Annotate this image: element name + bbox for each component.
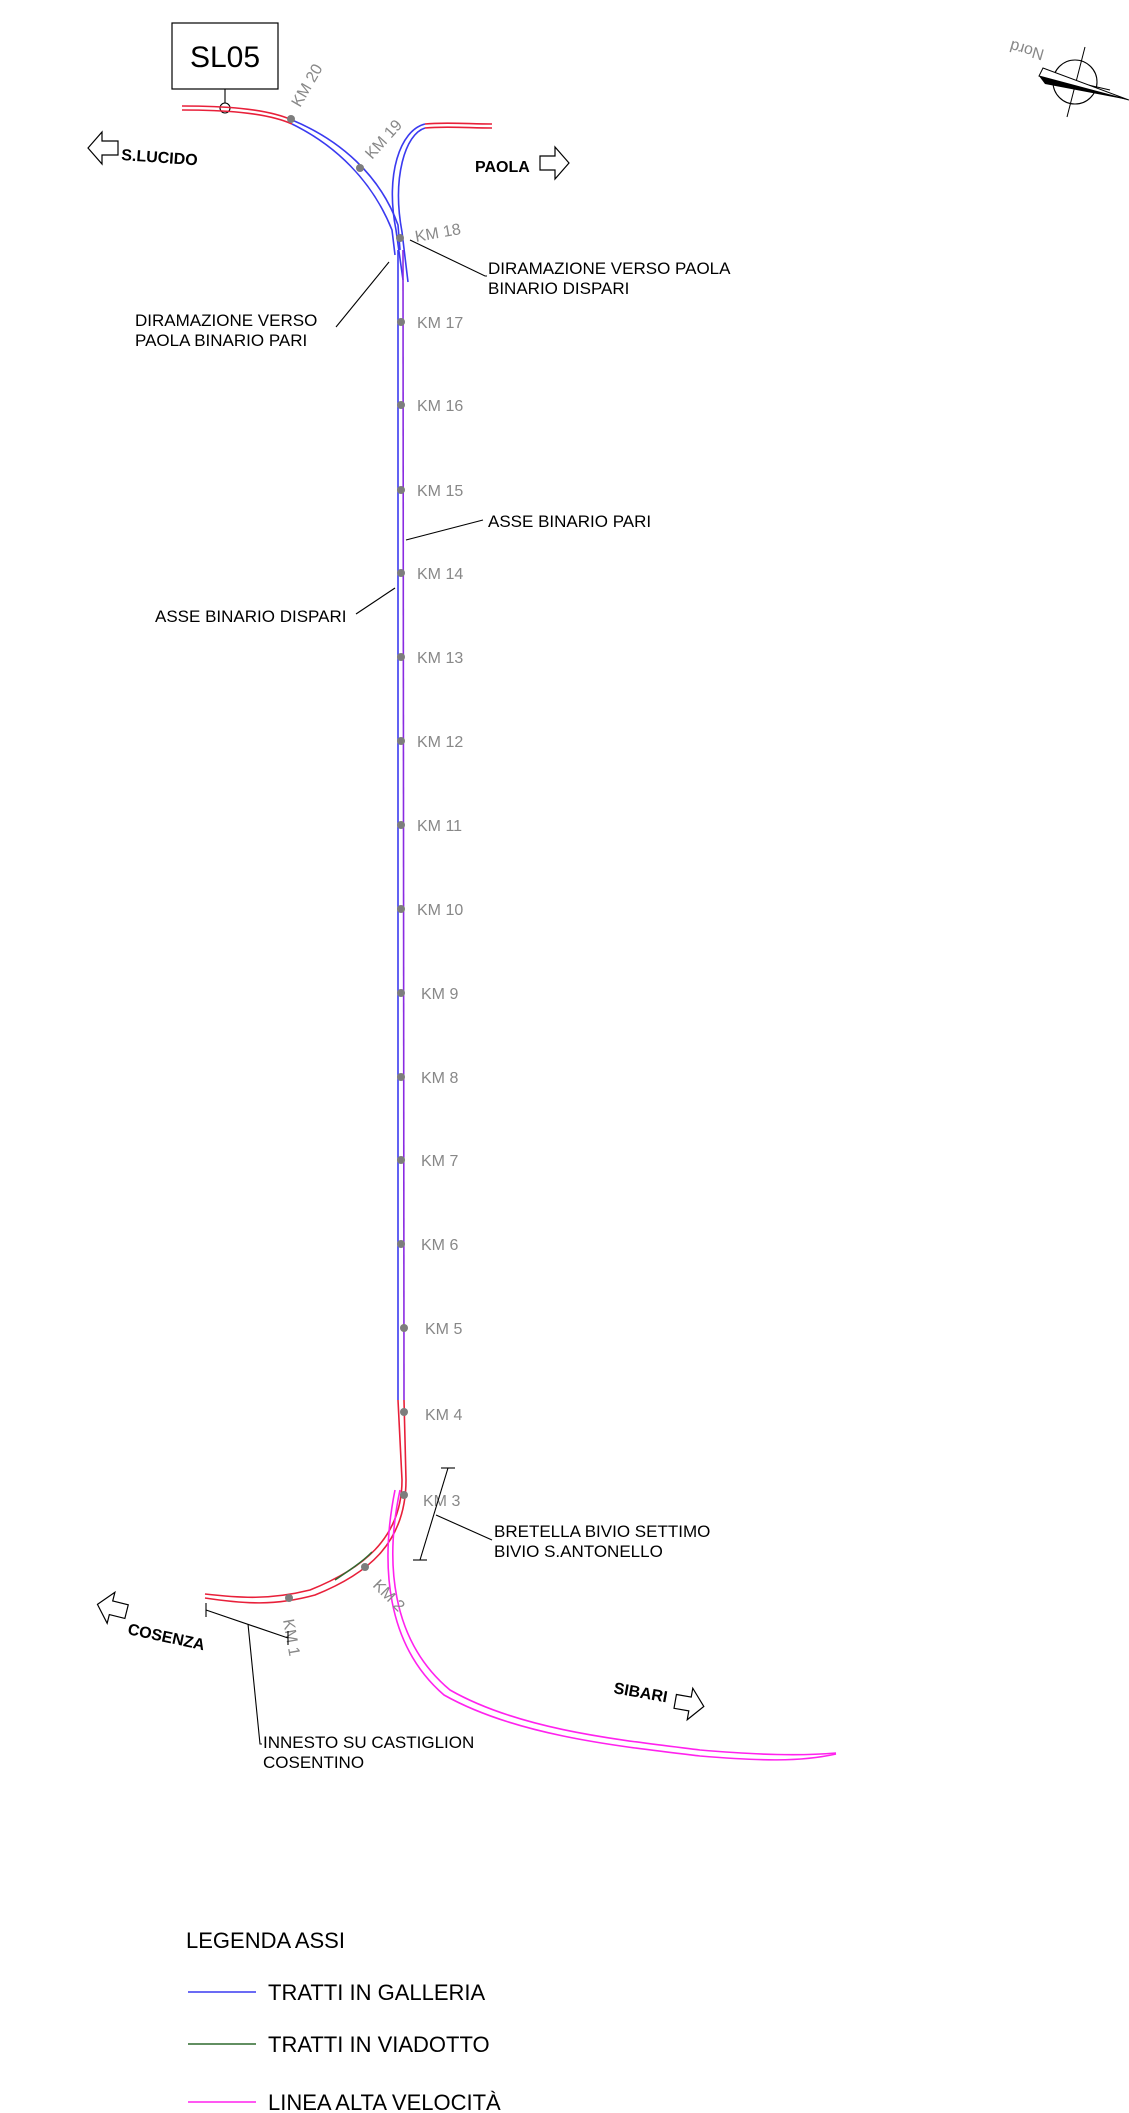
direction-cosenza: COSENZA: [96, 1590, 207, 1654]
km-marker: KM 19: [356, 117, 406, 172]
svg-text:KM 20: KM 20: [289, 61, 327, 110]
svg-text:KM 16: KM 16: [417, 398, 463, 415]
km-marker: KM 9: [397, 986, 458, 1003]
km-marker: KM 2: [361, 1563, 408, 1615]
svg-text:KM 4: KM 4: [425, 1407, 462, 1424]
km-marker: KM 7: [397, 1153, 458, 1170]
track-blue-curve: [291, 123, 396, 256]
svg-text:KM 2: KM 2: [369, 1577, 407, 1615]
track-red-south: [204, 1399, 407, 1604]
svg-text:KM 12: KM 12: [417, 734, 463, 751]
annotation-text: PAOLA BINARIO PARI: [135, 331, 307, 350]
legend-item-alta-velocita: LINEA ALTA VELOCITÀ: [188, 2090, 501, 2113]
annotation-text: BRETELLA BIVIO SETTIMO: [494, 1522, 710, 1541]
track-hs-sibari: [392, 1489, 837, 1756]
annotation-text: BINARIO DISPARI: [488, 279, 629, 298]
svg-text:KM 9: KM 9: [421, 986, 458, 1003]
svg-text:KM 6: KM 6: [421, 1237, 458, 1254]
arrow-left-icon: [96, 1590, 129, 1625]
km-marker: KM 13: [397, 650, 463, 667]
track-red-west: [181, 105, 293, 121]
annotation-diramazione-pari: DIRAMAZIONE VERSO PAOLA BINARIO PARI: [135, 261, 390, 350]
km-marker: KM 20: [287, 61, 327, 123]
direction-paola: PAOLA: [475, 145, 570, 181]
km-marker: KM 12: [397, 734, 463, 751]
track-blue-paola: [391, 123, 426, 281]
annotation-text: INNESTO SU CASTIGLION: [263, 1733, 474, 1752]
legend-label: TRATTI IN GALLERIA: [268, 1980, 486, 2005]
annotation-text: DIRAMAZIONE VERSO: [135, 311, 317, 330]
legend-item-viadotto: TRATTI IN VIADOTTO: [188, 2032, 490, 2057]
km-marker: KM 10: [397, 902, 463, 919]
arrow-right-icon: [539, 145, 570, 181]
annotation-text: COSENTINO: [263, 1753, 364, 1772]
legend-item-galleria: TRATTI IN GALLERIA: [188, 1980, 486, 2005]
annotation-text: ASSE BINARIO DISPARI: [155, 607, 346, 626]
track-alignments: [181, 105, 837, 1761]
track-red-west: [181, 109, 293, 125]
arrow-left-icon: [87, 130, 119, 166]
km-marker: KM 8: [397, 1070, 458, 1087]
north-label: Nord: [1008, 37, 1046, 63]
svg-text:KM 8: KM 8: [421, 1070, 458, 1087]
km-marker: KM 15: [397, 483, 463, 500]
km-marker: KM 11: [397, 818, 462, 835]
legend: LEGENDA ASSI TRATTI IN GALLERIA TRATTI I…: [186, 1928, 501, 2113]
km-marker: KM 17: [397, 315, 463, 332]
annotation-innesto: INNESTO SU CASTIGLION COSENTINO: [205, 1603, 474, 1772]
track-green-viaduct: [334, 1551, 373, 1581]
sheet-label-box: SL05: [171, 22, 279, 114]
km-marker: KM 4: [400, 1407, 462, 1424]
track-red-south: [204, 1399, 403, 1599]
km-markers: KM 20 KM 19 KM 18 KM 17 KM 16 KM 15 KM 1…: [279, 61, 463, 1657]
direction-s-lucido: S.LUCIDO: [87, 130, 198, 169]
annotation-text: DIRAMAZIONE VERSO PAOLA: [488, 259, 731, 278]
svg-text:KM 19: KM 19: [362, 117, 406, 163]
track-hs-sibari: [387, 1489, 837, 1761]
annotation-asse-dispari: ASSE BINARIO DISPARI: [155, 587, 396, 626]
north-arrow-icon: Nord: [1008, 37, 1129, 118]
svg-text:KM 11: KM 11: [417, 818, 462, 835]
km-marker: KM 1: [279, 1594, 302, 1658]
legend-label: LINEA ALTA VELOCITÀ: [268, 2090, 501, 2113]
km-marker: KM 6: [397, 1237, 458, 1254]
track-red-paola: [424, 122, 493, 125]
svg-text:KM 10: KM 10: [417, 902, 463, 919]
direction-label-paola: PAOLA: [475, 159, 530, 176]
track-blue-paola: [397, 127, 426, 283]
sheet-label: SL05: [190, 41, 260, 74]
km-marker: KM 14: [397, 566, 463, 583]
km-marker: KM 3: [400, 1491, 460, 1510]
svg-text:KM 7: KM 7: [421, 1153, 458, 1170]
direction-label-sibari: SIBARI: [612, 1680, 668, 1706]
annotation-text: ASSE BINARIO PARI: [488, 512, 651, 531]
direction-sibari: SIBARI: [612, 1680, 705, 1722]
svg-text:KM 17: KM 17: [417, 315, 463, 332]
svg-text:KM 14: KM 14: [417, 566, 463, 583]
svg-text:KM 5: KM 5: [425, 1321, 462, 1338]
svg-text:KM 3: KM 3: [423, 1493, 460, 1510]
direction-label-cosenza: COSENZA: [126, 1621, 206, 1654]
direction-label-s-lucido: S.LUCIDO: [121, 147, 198, 169]
annotation-text: BIVIO S.ANTONELLO: [494, 1542, 663, 1561]
svg-text:KM 1: KM 1: [279, 1618, 302, 1658]
annotation-diramazione-dispari: DIRAMAZIONE VERSO PAOLA BINARIO DISPARI: [409, 239, 731, 298]
km-marker: KM 18: [396, 221, 462, 246]
annotation-asse-pari: ASSE BINARIO PARI: [405, 512, 651, 541]
svg-text:KM 15: KM 15: [417, 483, 463, 500]
annotation-bretella: BRETELLA BIVIO SETTIMO BIVIO S.ANTONELLO: [413, 1467, 710, 1561]
svg-text:KM 18: KM 18: [414, 221, 463, 246]
svg-text:KM 13: KM 13: [417, 650, 463, 667]
legend-label: TRATTI IN VIADOTTO: [268, 2032, 490, 2057]
legend-title: LEGENDA ASSI: [186, 1928, 345, 1953]
arrow-right-icon: [673, 1686, 705, 1722]
track-red-paola: [424, 126, 493, 129]
km-marker: KM 16: [397, 398, 463, 415]
km-marker: KM 5: [400, 1321, 462, 1338]
